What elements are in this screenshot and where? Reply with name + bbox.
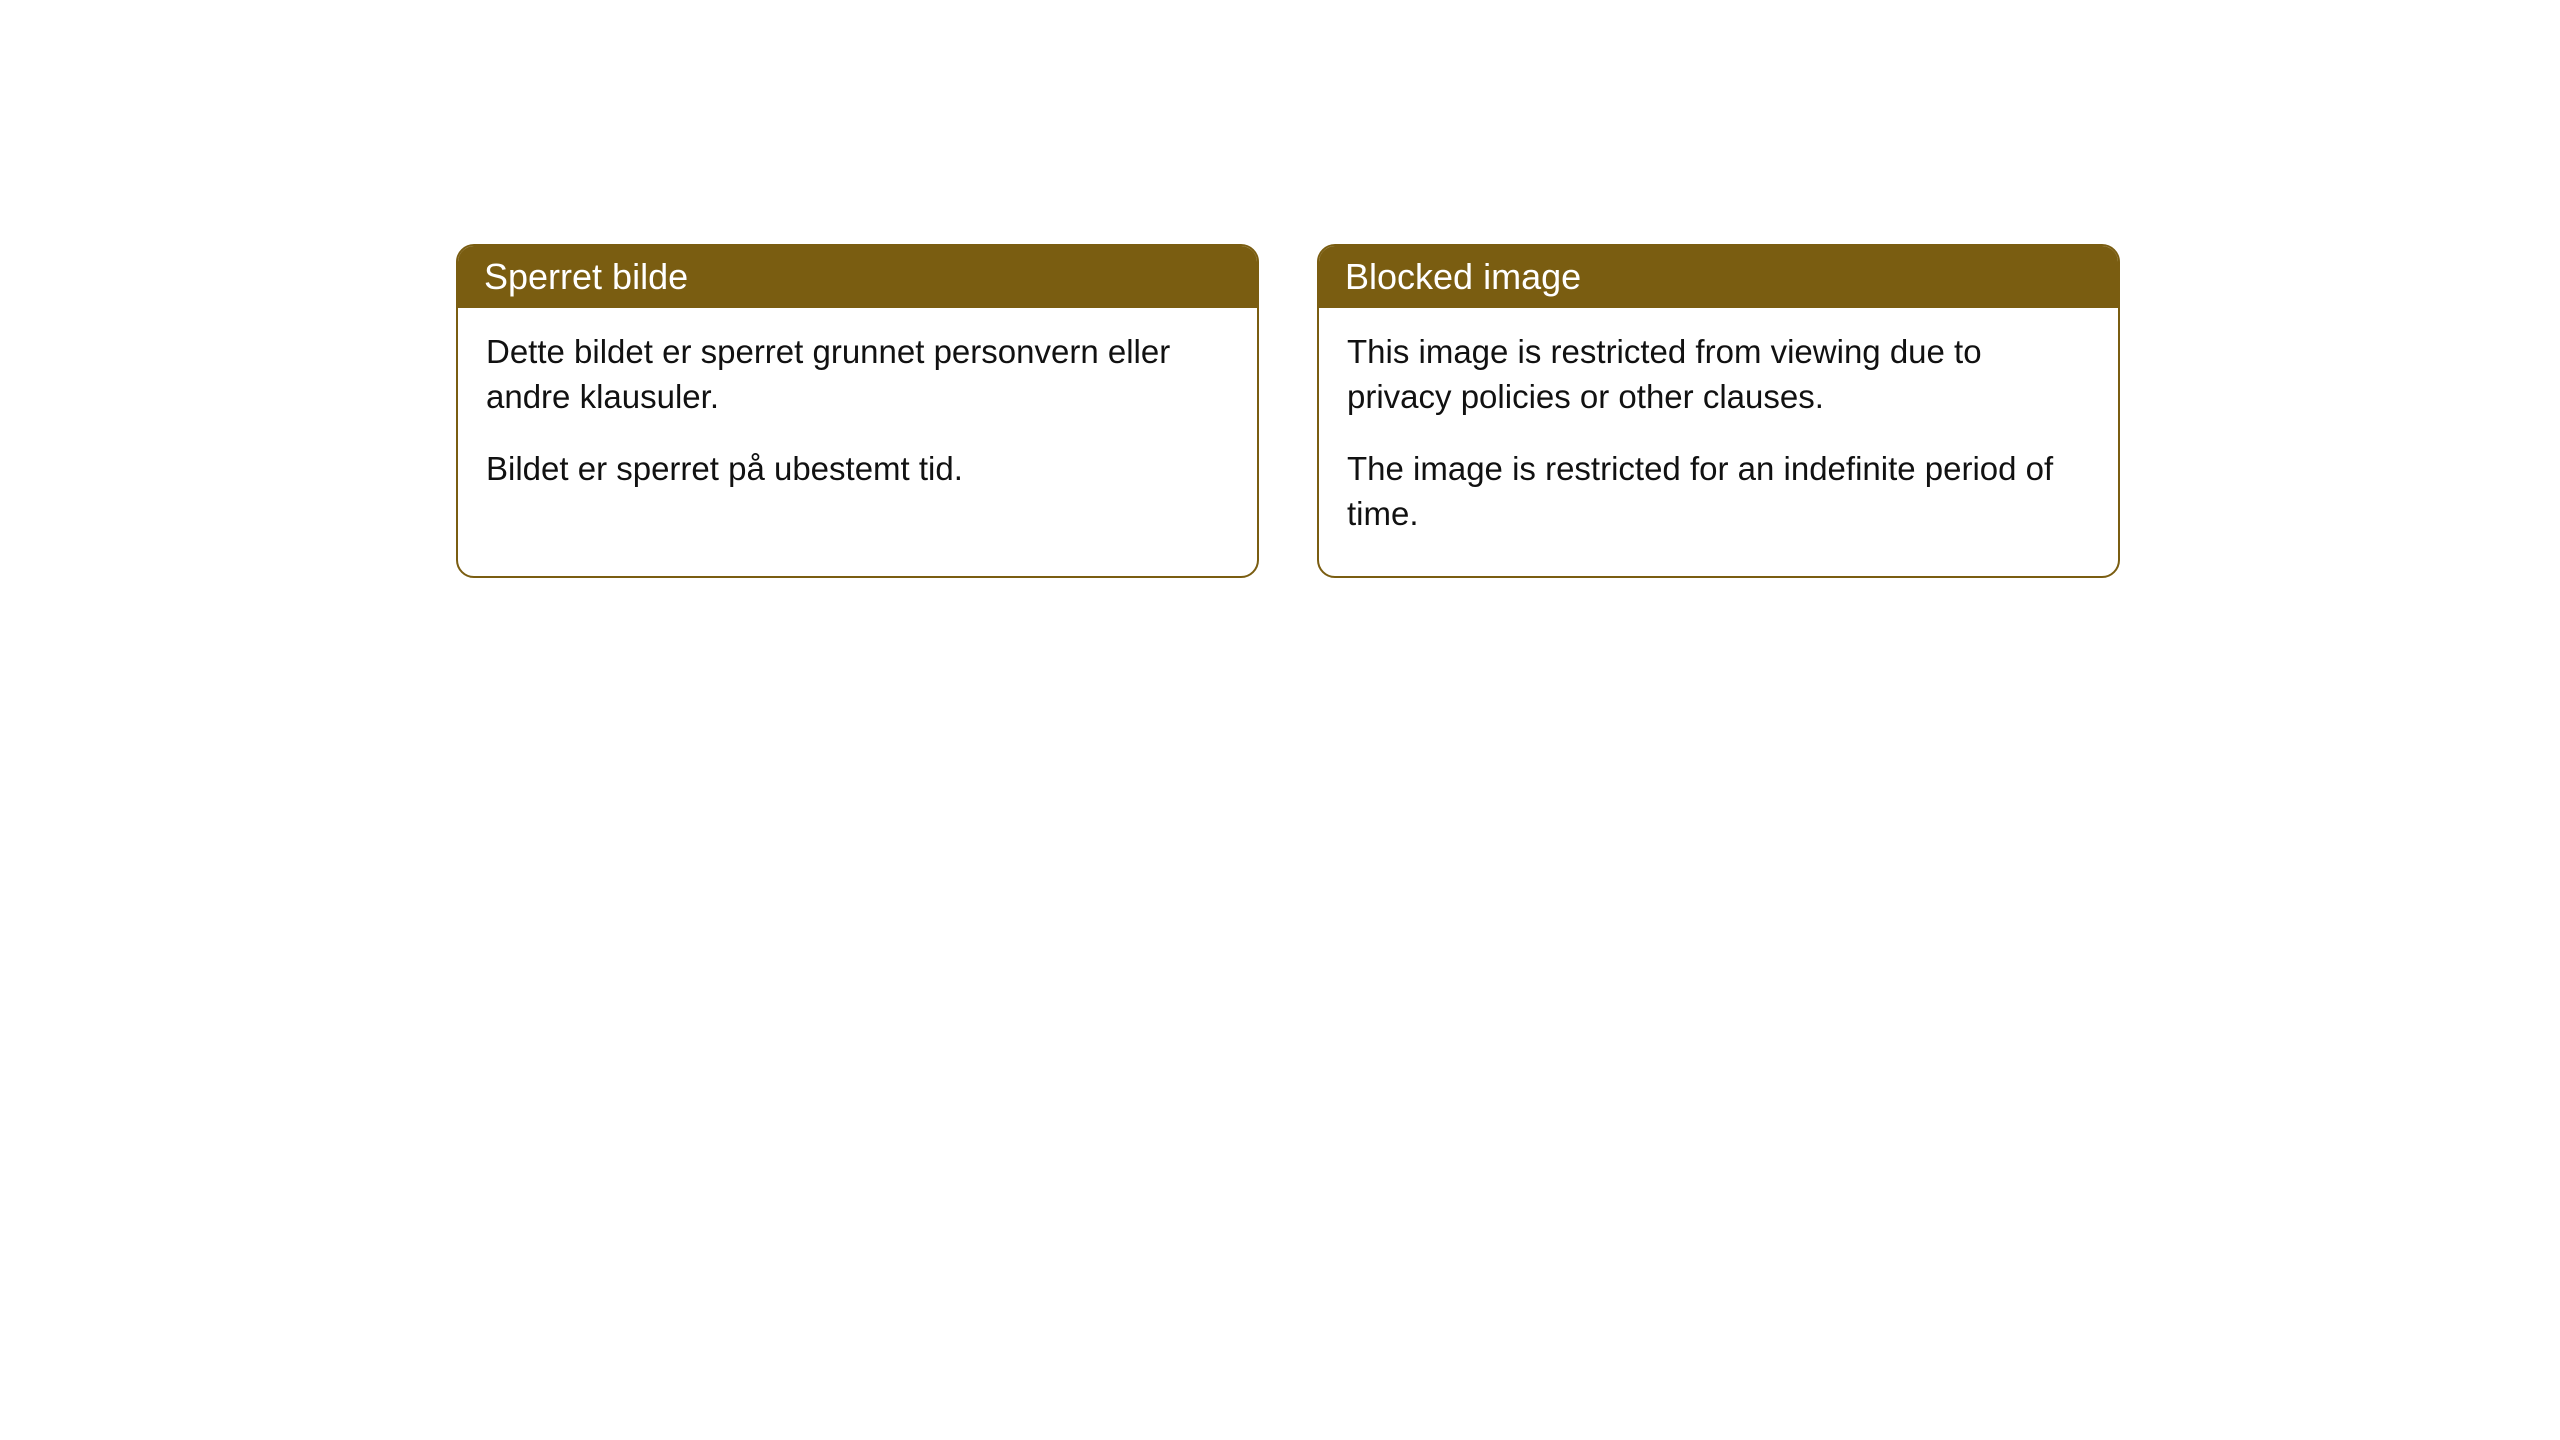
card-paragraph-1: Dette bildet er sperret grunnet personve… [486,330,1229,419]
card-body-norwegian: Dette bildet er sperret grunnet personve… [458,308,1257,532]
card-body-english: This image is restricted from viewing du… [1319,308,2118,576]
card-header-english: Blocked image [1319,246,2118,308]
card-title: Blocked image [1345,256,1581,297]
card-header-norwegian: Sperret bilde [458,246,1257,308]
card-paragraph-2: The image is restricted for an indefinit… [1347,447,2090,536]
card-paragraph-1: This image is restricted from viewing du… [1347,330,2090,419]
blocked-image-card-norwegian: Sperret bilde Dette bildet er sperret gr… [456,244,1259,578]
notice-cards-container: Sperret bilde Dette bildet er sperret gr… [456,244,2120,578]
blocked-image-card-english: Blocked image This image is restricted f… [1317,244,2120,578]
card-title: Sperret bilde [484,256,688,297]
card-paragraph-2: Bildet er sperret på ubestemt tid. [486,447,1229,492]
